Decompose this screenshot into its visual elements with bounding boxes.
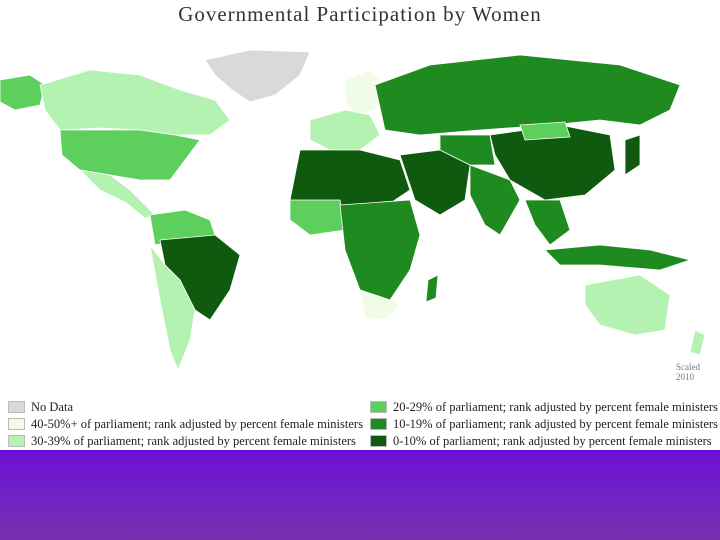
- legend-swatch: [8, 435, 25, 447]
- legend-label: 20-29% of parliament; rank adjusted by p…: [393, 399, 718, 414]
- greenland: [204, 49, 311, 103]
- legend-swatch: [370, 435, 387, 447]
- map-note: Scaled 2010: [676, 362, 700, 382]
- mongolia: [519, 121, 571, 141]
- africa-central: [339, 199, 421, 301]
- scandinavia: [344, 69, 386, 116]
- legend-label: 0-10% of parliament; rank adjusted by pe…: [393, 433, 712, 448]
- se-asia: [524, 199, 571, 246]
- legend-label: 40-50%+ of parliament; rank adjusted by …: [31, 416, 363, 431]
- central-asia: [439, 134, 496, 166]
- africa-south: [359, 289, 401, 321]
- world-map: [0, 49, 706, 372]
- madagascar: [425, 274, 439, 303]
- footer-band: [0, 450, 720, 540]
- legend-item: 10-19% of parliament; rank adjusted by p…: [370, 417, 718, 431]
- legend-item: 20-29% of parliament; rank adjusted by p…: [370, 400, 718, 414]
- japan: [624, 134, 641, 176]
- title: Governmental Participation by Women: [178, 2, 542, 26]
- india: [469, 164, 521, 236]
- usa: [59, 129, 201, 181]
- alaska: [0, 74, 46, 111]
- legend: No Data 40-50%+ of parliament; rank adjus…: [0, 400, 720, 452]
- indonesia: [544, 244, 692, 271]
- legend-item: 30-39% of parliament; rank adjusted by p…: [8, 434, 356, 448]
- legend-swatch: [370, 401, 387, 413]
- legend-swatch: [370, 418, 387, 430]
- china: [489, 124, 616, 201]
- legend-item: No Data: [8, 400, 73, 414]
- europe-west: [309, 109, 381, 151]
- legend-swatch: [8, 401, 25, 413]
- legend-swatch: [8, 418, 25, 430]
- legend-item: 40-50%+ of parliament; rank adjusted by …: [8, 417, 363, 431]
- legend-label: No Data: [31, 399, 73, 414]
- australia: [584, 274, 671, 336]
- legend-item: 0-10% of parliament; rank adjusted by pe…: [370, 434, 712, 448]
- legend-label: 30-39% of parliament; rank adjusted by p…: [31, 433, 356, 448]
- africa-west: [289, 199, 346, 236]
- new-zealand: [689, 329, 706, 356]
- russia: [374, 54, 681, 136]
- canada: [39, 69, 231, 136]
- legend-label: 10-19% of parliament; rank adjusted by p…: [393, 416, 718, 431]
- south-america-west: [149, 244, 196, 372]
